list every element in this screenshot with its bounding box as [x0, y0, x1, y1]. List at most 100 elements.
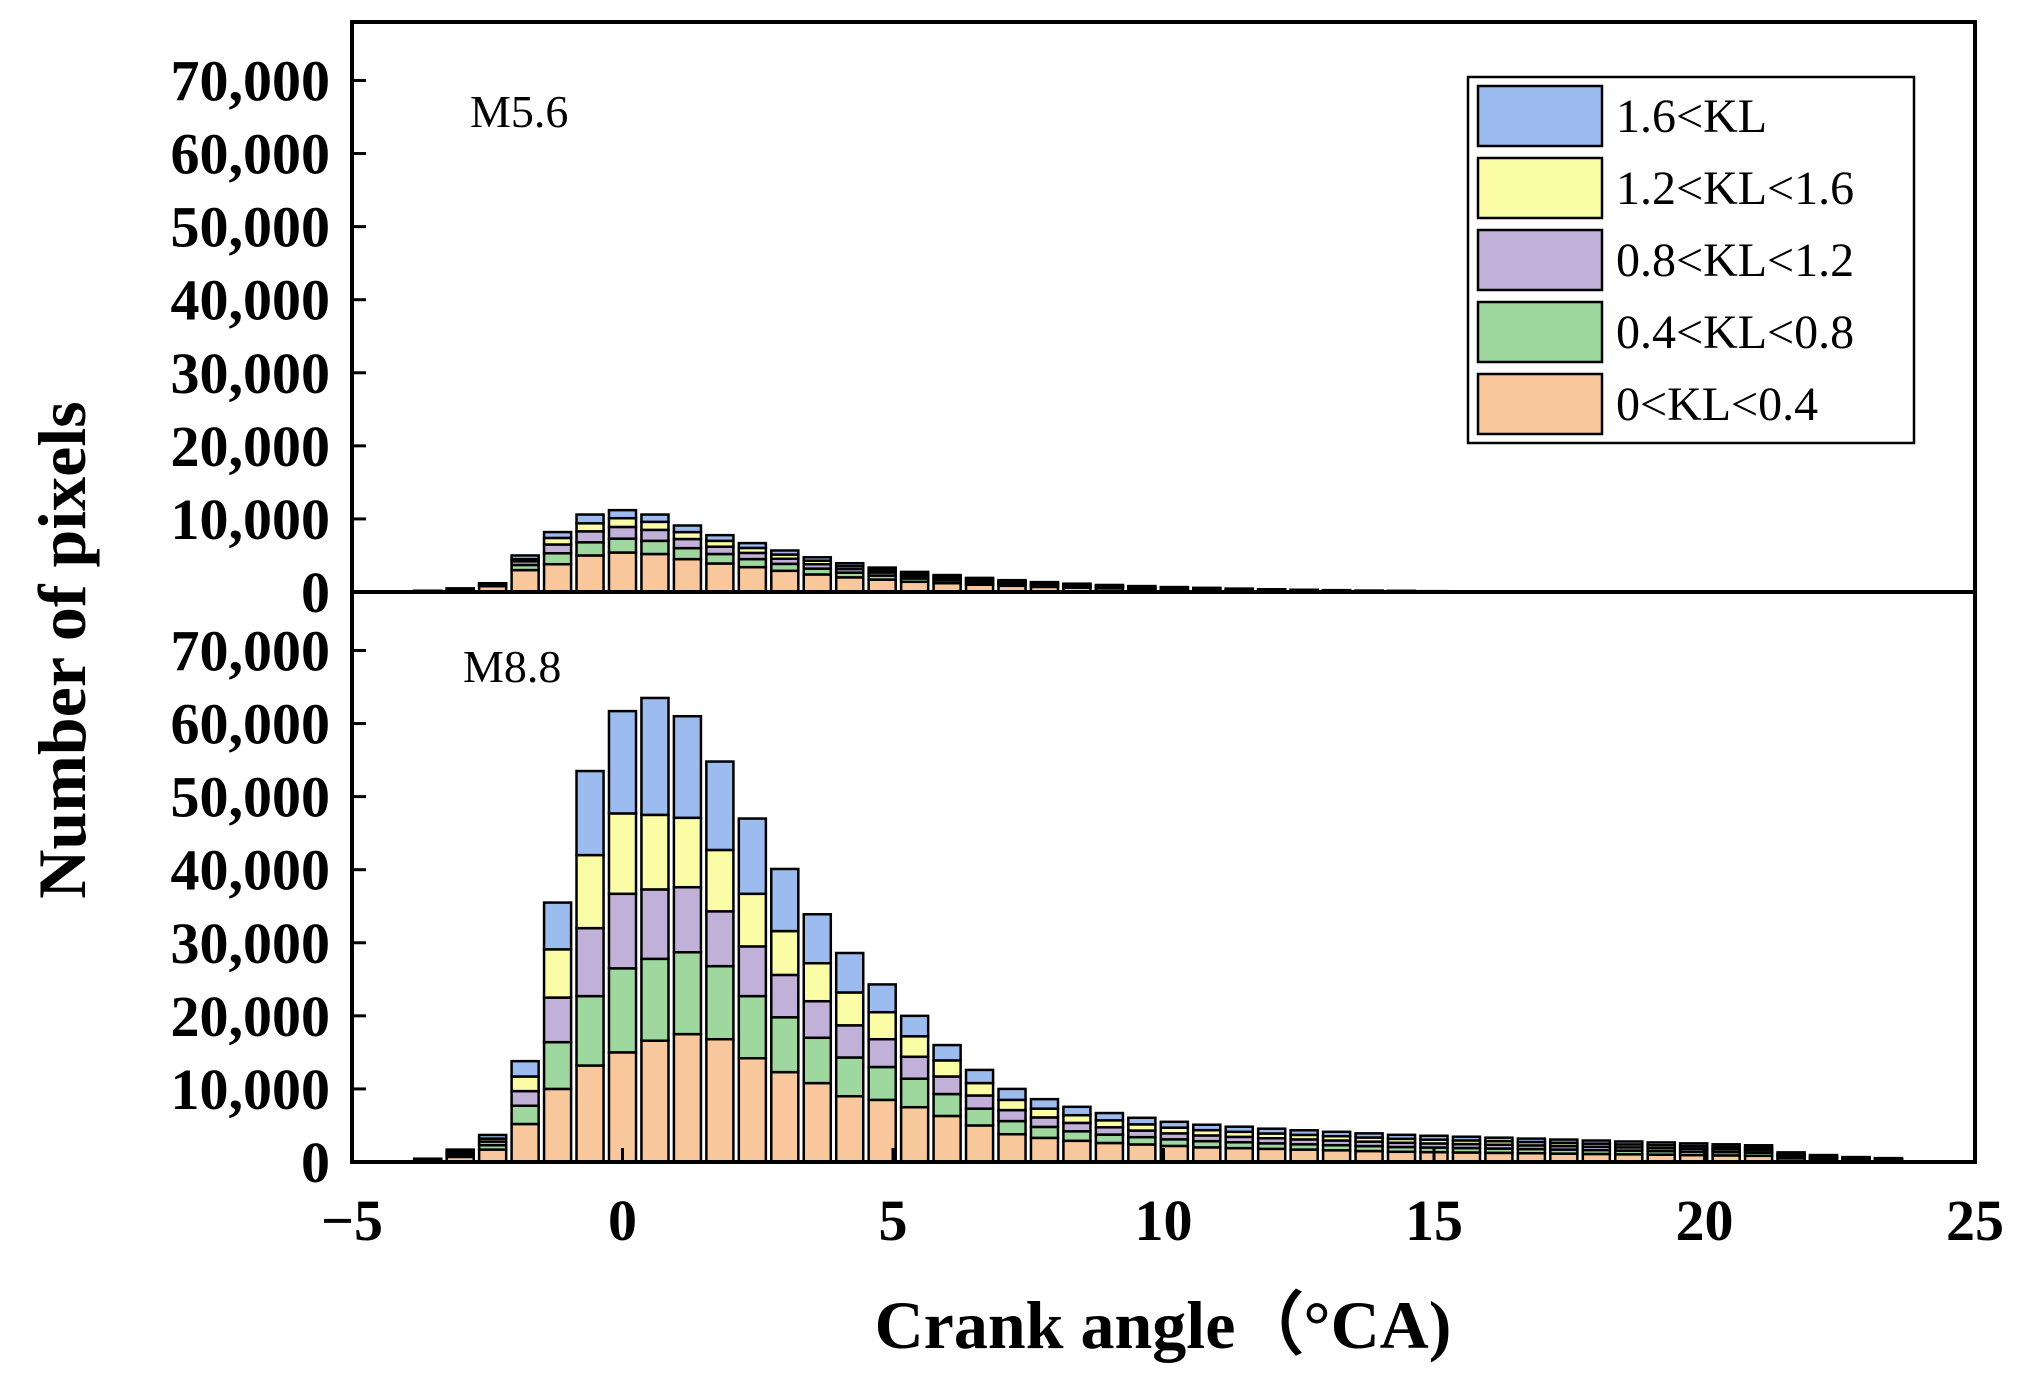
bar-segment: [542, 530, 573, 540]
bar-segment: [640, 957, 670, 1042]
bar-segment: [510, 1075, 540, 1093]
x-tick-label: −5: [321, 1188, 383, 1253]
y-tick-label: 0: [301, 1130, 330, 1195]
y-tick-label: 60,000: [171, 122, 331, 187]
bar-segment: [672, 816, 703, 889]
bar-segment: [640, 552, 670, 594]
bar-segment: [867, 1065, 897, 1102]
bar-segment: [1192, 1123, 1222, 1132]
bar-segment: [607, 812, 638, 896]
bar-segment: [477, 1133, 508, 1140]
bar-segment: [672, 951, 703, 1036]
bar-segment: [1321, 1130, 1352, 1138]
bar-segment: [1873, 1156, 1904, 1160]
bar-segment: [607, 508, 638, 520]
bar-segment: [607, 516, 638, 529]
bar-segment: [997, 1119, 1027, 1136]
bar-segment: [607, 967, 638, 1054]
bar-segment: [1256, 588, 1287, 592]
bar-segment: [1613, 1140, 1644, 1146]
bar-segment: [802, 573, 833, 594]
bar-segment: [575, 926, 605, 998]
bar-segment: [640, 1039, 670, 1164]
bar-segment: [1094, 583, 1125, 587]
x-tick-label: 5: [879, 1188, 908, 1253]
bar-segment: [575, 1064, 605, 1164]
bar-segment: [1029, 1136, 1060, 1164]
bar-segment: [1029, 1107, 1060, 1119]
bar-segment: [997, 1098, 1027, 1112]
bar-segment: [542, 1040, 573, 1091]
bar-segment: [1192, 586, 1222, 590]
bar-segment: [640, 539, 670, 556]
bar-segment: [575, 853, 605, 930]
y-axis-ticks-panel-m5-6: 0 10,000 20,000 30,000 40,000 50,000 60,000 70,…: [171, 48, 366, 625]
bar-segment: [672, 714, 703, 820]
bar-segment: [510, 554, 540, 561]
bar-segment: [705, 1037, 735, 1164]
bar-segment: [834, 991, 865, 1027]
bar-segment: [542, 996, 573, 1044]
bar-segment: [899, 570, 930, 576]
bar-segment: [542, 552, 573, 566]
bar-segment: [867, 983, 897, 1014]
bar-segment: [770, 569, 800, 594]
bar-segment: [1581, 1139, 1612, 1145]
bar-segment: [932, 1092, 962, 1118]
bar-segment: [737, 541, 768, 550]
bar-segment: [672, 557, 703, 594]
bar-segment: [640, 888, 670, 961]
panel-label-m8-8: M8.8: [463, 641, 561, 692]
bar-segment: [1224, 1146, 1255, 1164]
bar-segment: [1419, 1134, 1449, 1141]
bar-segment: [867, 1037, 897, 1069]
bar-segment: [834, 1094, 865, 1164]
bar-segment: [1289, 1129, 1319, 1137]
bar-segment: [899, 1077, 930, 1109]
legend-label: 1.2<KL<1.6: [1616, 162, 1854, 215]
bar-segment: [1127, 1116, 1157, 1126]
bar-segment: [834, 561, 865, 568]
x-tick-label: 15: [1405, 1188, 1463, 1253]
bar-segment: [932, 1114, 962, 1164]
bar-segment: [542, 901, 573, 951]
panel-m8-8: M8.8: [412, 641, 1904, 1164]
bar-segment: [964, 1124, 995, 1164]
bar-segment: [1094, 1141, 1125, 1164]
bar-segment: [932, 1059, 962, 1078]
bar-segment: [672, 546, 703, 561]
x-tick-label: 25: [1946, 1188, 2004, 1253]
y-tick-label: 50,000: [171, 195, 331, 260]
x-tick-label: 10: [1135, 1188, 1193, 1253]
bar-segment: [1127, 1143, 1157, 1164]
bar-segment: [1484, 1136, 1514, 1143]
bar-segment: [770, 1070, 800, 1164]
bar-segment: [1192, 1146, 1222, 1164]
legend-swatch: [1476, 300, 1604, 364]
bar-segment: [737, 565, 768, 594]
bar-segment: [964, 1081, 995, 1097]
bar-segment: [737, 994, 768, 1060]
bar-segment: [1549, 1138, 1579, 1145]
bar-segment: [899, 1055, 930, 1080]
legend-label: 0<KL<0.4: [1616, 378, 1818, 431]
bar-segment: [1029, 1097, 1060, 1110]
y-tick-label: 70,000: [171, 618, 331, 683]
bar-segment: [510, 1122, 540, 1164]
bar-segment: [640, 528, 670, 543]
bar-segment: [575, 513, 605, 525]
bar-segment: [834, 1024, 865, 1059]
bar-segment: [1062, 1105, 1092, 1117]
bar-segment: [705, 562, 735, 594]
bar-segment: [705, 533, 735, 543]
legend-label: 0.8<KL<1.2: [1616, 234, 1854, 287]
bar-segment: [737, 945, 768, 998]
bar-segment: [802, 1081, 833, 1164]
y-tick-label: 20,000: [171, 984, 331, 1049]
bar-segment: [1808, 1153, 1839, 1158]
bar-segment: [1386, 1133, 1417, 1141]
bar-segment: [575, 769, 605, 857]
bar-segment: [1062, 582, 1092, 586]
bar-segment: [607, 525, 638, 540]
